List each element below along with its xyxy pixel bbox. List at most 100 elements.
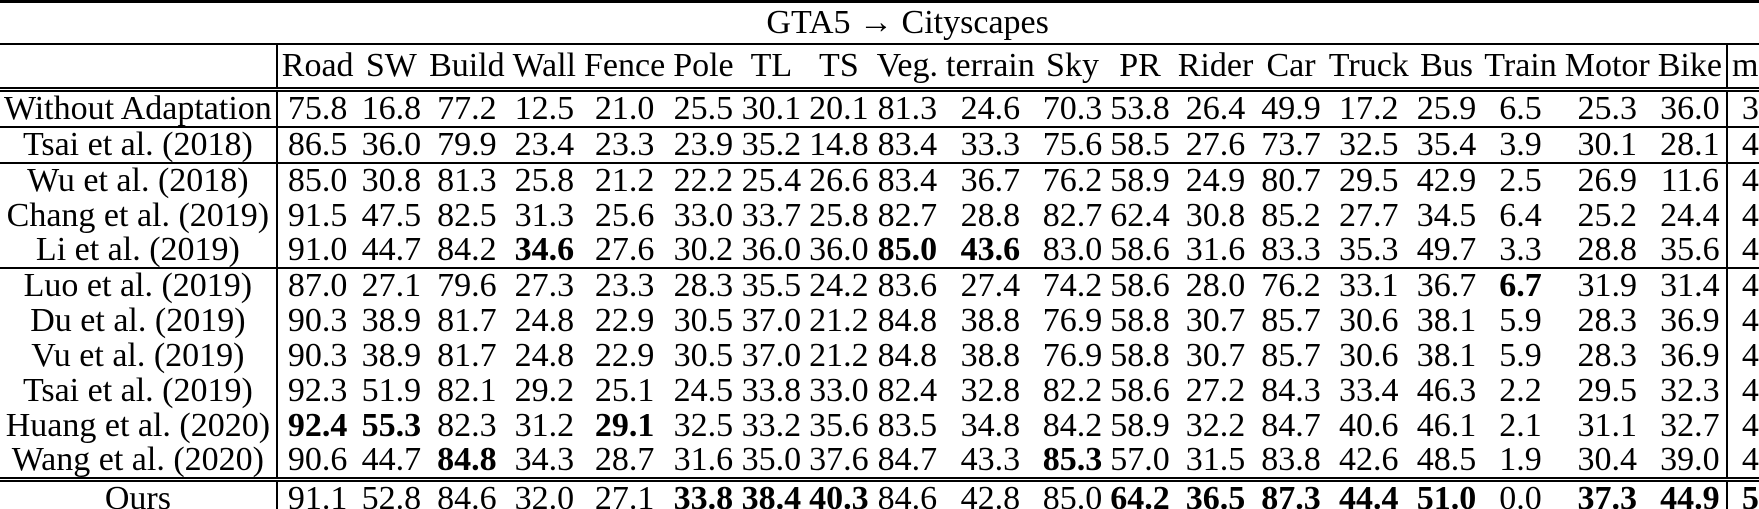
value-cell: 29.5	[1577, 371, 1637, 409]
value-cell: 85.0	[877, 231, 938, 268]
value-cell: 20.1	[809, 90, 869, 127]
value-cell: 33.4	[1339, 371, 1399, 409]
table-row: Wang et al. (2020) 90.6 44.7 84.8 34.3 28.7 31…	[0, 443, 1759, 480]
value-cell: 90.3	[287, 301, 348, 339]
value-cell: 91.0	[287, 231, 348, 268]
column-header-truck: Truck	[1324, 44, 1413, 92]
column-header-bus: Bus	[1412, 44, 1481, 92]
value-cell: 84.3	[1261, 371, 1321, 409]
value-cell: 83.4	[872, 162, 943, 198]
value-cell: 83.5	[877, 406, 938, 444]
value-cell: 82.7	[1042, 196, 1103, 234]
value-cell: 44.7	[361, 441, 422, 478]
value-cell: 52.8	[357, 477, 426, 509]
table-row: Tsai et al. (2018) 86.5 36.0 79.9 23.4 23.3 23…	[0, 126, 1759, 163]
value-cell: 83.0	[1042, 231, 1103, 268]
value-cell: 51.0	[1412, 477, 1481, 509]
miou-cell: 49.2	[1725, 443, 1759, 480]
corner-cell	[0, 44, 278, 92]
value-cell: 23.3	[580, 126, 670, 163]
value-cell: 81.7	[437, 336, 497, 374]
value-cell: 25.8	[508, 162, 580, 198]
method-cell: Without Adaptation	[0, 89, 278, 127]
method-cell: Chang et al. (2019)	[0, 198, 278, 233]
value-cell: 82.3	[437, 406, 497, 444]
value-cell: 28.3	[669, 267, 738, 303]
value-cell: 25.6	[594, 196, 655, 234]
value-cell: 28.8	[960, 196, 1021, 234]
value-cell: 42.9	[1412, 162, 1481, 198]
value-cell: 58.5	[1106, 126, 1174, 163]
value-cell: 36.7	[1412, 267, 1481, 303]
value-cell: 33.2	[741, 406, 802, 444]
value-cell: 2.2	[1499, 371, 1542, 409]
value-cell: 55.3	[361, 406, 422, 444]
value-cell: 30.6	[1339, 336, 1399, 374]
value-cell: 81.3	[425, 162, 509, 198]
value-cell: 58.6	[1110, 231, 1170, 268]
value-cell: 31.6	[673, 441, 734, 478]
method-cell: Du et al. (2019)	[0, 303, 278, 338]
method-cell: Vu et al. (2019)	[0, 338, 278, 373]
miou-cell: 42.4	[1725, 126, 1759, 163]
value-cell: 47.5	[361, 196, 422, 234]
value-cell: 64.2	[1106, 477, 1174, 509]
value-cell: 92.4	[287, 406, 348, 444]
method-cell: Luo et al. (2019)	[0, 267, 278, 303]
value-cell: 43.3	[960, 441, 1021, 478]
value-cell: 33.0	[673, 196, 734, 234]
miou-cell: 43.2	[1725, 267, 1759, 303]
value-cell: 82.4	[877, 371, 938, 409]
column-header-tl: TL	[737, 44, 806, 92]
method-cell: Li et al. (2019)	[0, 233, 278, 268]
value-cell: 32.5	[673, 406, 734, 444]
value-cell: 70.3	[1042, 90, 1103, 127]
value-cell: 30.6	[1339, 301, 1399, 339]
value-cell: 28.3	[1577, 301, 1637, 339]
value-cell: 6.5	[1499, 90, 1542, 127]
value-cell: 35.0	[741, 441, 802, 478]
value-cell: 27.4	[942, 267, 1039, 303]
value-cell: 34.5	[1416, 196, 1477, 234]
value-cell: 58.6	[1106, 267, 1174, 303]
value-cell: 21.2	[809, 301, 869, 339]
value-cell: 16.8	[361, 90, 422, 127]
value-cell: 35.2	[737, 126, 806, 163]
value-cell: 82.7	[877, 196, 938, 234]
column-header-terrain: terrain	[942, 44, 1039, 92]
value-cell: 32.2	[1185, 406, 1246, 444]
value-cell: 25.5	[673, 90, 734, 127]
value-cell: 24.8	[514, 301, 575, 339]
value-cell: 83.8	[1261, 441, 1321, 478]
value-cell: 35.3	[1339, 231, 1399, 268]
table-row: Chang et al. (2019) 91.5 47.5 82.5 31.3 25.6 3…	[0, 198, 1759, 233]
value-cell: 58.6	[1110, 371, 1170, 409]
value-cell: 87.0	[276, 267, 358, 303]
value-cell: 33.8	[741, 371, 802, 409]
value-cell: 35.6	[1660, 231, 1720, 268]
value-cell: 23.9	[669, 126, 738, 163]
value-cell: 81.3	[877, 90, 938, 127]
value-cell: 31.9	[1560, 267, 1654, 303]
value-cell: 85.7	[1261, 301, 1321, 339]
table-row: Li et al. (2019) 91.0 44.7 84.2 34.6 27.6 30.2…	[0, 233, 1759, 268]
miou-cell: 45.4	[1725, 198, 1759, 233]
value-cell: 33.0	[809, 371, 869, 409]
value-cell: 30.1	[1560, 126, 1654, 163]
method-cell: Huang et al. (2020)	[0, 408, 278, 443]
value-cell: 30.8	[1185, 196, 1246, 234]
table-row: Du et al. (2019) 90.3 38.9 81.7 24.8 22.9 30.5…	[0, 303, 1759, 338]
value-cell: 84.2	[1042, 406, 1103, 444]
table-row: Wu et al. (2018) 85.0 30.8 81.3 25.8 21.2 22.2…	[0, 162, 1759, 198]
value-cell: 28.7	[594, 441, 655, 478]
value-cell: 49.9	[1261, 90, 1321, 127]
value-cell: 44.9	[1653, 477, 1727, 509]
column-header-rider: Rider	[1173, 44, 1258, 92]
value-cell: 28.1	[1653, 126, 1727, 163]
value-cell: 91.5	[287, 196, 348, 234]
value-cell: 25.4	[737, 162, 806, 198]
value-cell: 26.4	[1185, 90, 1246, 127]
value-cell: 80.7	[1257, 162, 1325, 198]
value-cell: 27.6	[594, 231, 655, 268]
